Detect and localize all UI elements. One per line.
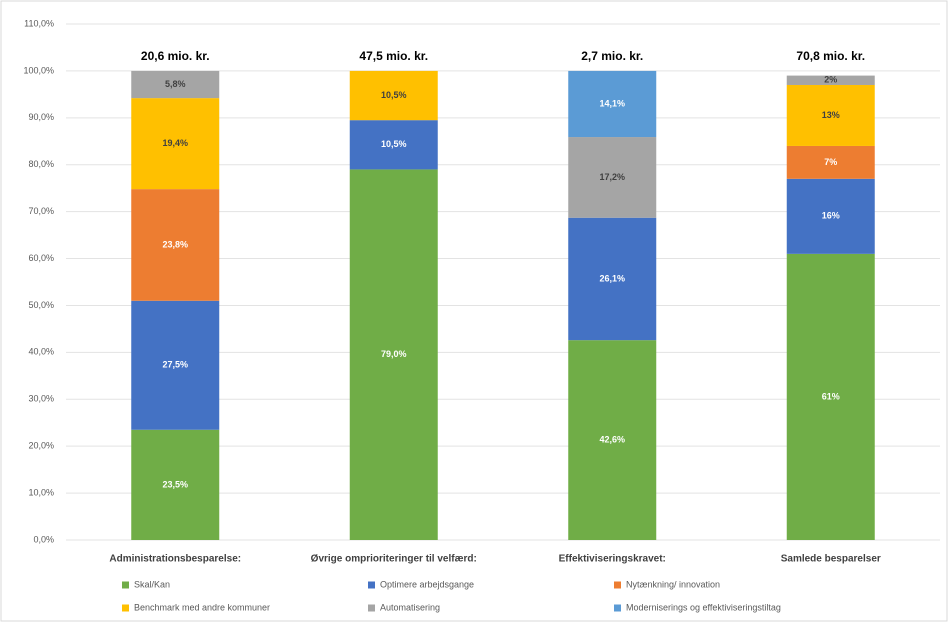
- legend-label: Automatisering: [380, 602, 440, 612]
- bar-segment: [131, 70, 220, 99]
- legend-label: Nytænkning/ innovation: [626, 579, 720, 589]
- bar-segment: [349, 169, 438, 540]
- data-label: 10,5%: [381, 139, 407, 149]
- bar-segment: [786, 84, 875, 146]
- bar-segment: [568, 70, 657, 138]
- y-tick-label: 30,0%: [28, 394, 54, 404]
- bar-segment: [786, 253, 875, 540]
- data-label: 5,8%: [165, 79, 186, 89]
- legend-swatch: [614, 581, 621, 589]
- legend-label: Benchmark med andre kommuner: [134, 602, 270, 612]
- legend-swatch: [368, 581, 375, 589]
- data-label: 7%: [824, 157, 837, 167]
- bar-segment: [349, 70, 438, 121]
- bar-annotation: 20,6 mio. kr.: [141, 49, 210, 63]
- y-tick-label: 110,0%: [24, 18, 54, 28]
- data-label: 2%: [824, 75, 837, 85]
- data-label: 23,8%: [162, 239, 188, 249]
- data-label: 10,5%: [381, 90, 407, 100]
- y-tick-label: 60,0%: [28, 253, 54, 263]
- x-tick-label: Administrationsbesparelse:: [109, 554, 241, 565]
- legend-label: Optimere arbejdsgange: [380, 579, 474, 589]
- bar-segment: [131, 189, 220, 301]
- legend-swatch: [122, 604, 129, 612]
- x-tick-label: Effektiviseringskravet:: [559, 554, 666, 565]
- y-tick-label: 10,0%: [28, 487, 54, 497]
- y-tick-label: 0,0%: [33, 534, 54, 544]
- y-tick-label: 100,0%: [23, 65, 54, 75]
- y-tick-label: 20,0%: [28, 441, 54, 451]
- data-label: 79,0%: [381, 349, 407, 359]
- bar-segment: [349, 120, 438, 170]
- y-tick-label: 80,0%: [28, 159, 54, 169]
- data-label: 16%: [822, 211, 840, 221]
- bar-segment: [131, 98, 220, 190]
- bar-segment: [568, 340, 657, 540]
- bar-segment: [786, 178, 875, 254]
- data-label: 17,2%: [599, 172, 625, 182]
- data-label: 26,1%: [599, 273, 625, 283]
- y-tick-label: 90,0%: [28, 112, 54, 122]
- legend-swatch: [122, 581, 129, 589]
- bar-annotation: 70,8 mio. kr.: [796, 49, 865, 63]
- data-label: 23,5%: [162, 479, 188, 489]
- data-label: 19,4%: [162, 138, 188, 148]
- legend-swatch: [368, 604, 375, 612]
- y-tick-label: 70,0%: [28, 206, 54, 216]
- bar-segment: [568, 137, 657, 218]
- legend-label: Moderniserings og effektiviseringstiltag: [626, 602, 781, 612]
- bar-annotation: 2,7 mio. kr.: [581, 49, 643, 63]
- bar-segment: [131, 300, 220, 430]
- bar-segment: [131, 429, 220, 540]
- data-label: 42,6%: [599, 434, 625, 444]
- data-label: 61%: [822, 391, 840, 401]
- y-tick-label: 50,0%: [28, 300, 54, 310]
- x-tick-label: Øvrige omprioriteringer til velfærd:: [311, 554, 477, 565]
- data-label: 27,5%: [162, 360, 188, 370]
- x-tick-label: Samlede besparelser: [781, 554, 881, 565]
- legend-label: Skal/Kan: [134, 579, 170, 589]
- data-label: 13%: [822, 110, 840, 120]
- bar-segment: [786, 75, 875, 85]
- bar-segment: [786, 145, 875, 179]
- bar-annotation: 47,5 mio. kr.: [359, 49, 428, 63]
- legend-swatch: [614, 604, 621, 612]
- y-tick-label: 40,0%: [28, 347, 54, 357]
- bar-segment: [568, 217, 657, 341]
- data-label: 14,1%: [599, 98, 625, 108]
